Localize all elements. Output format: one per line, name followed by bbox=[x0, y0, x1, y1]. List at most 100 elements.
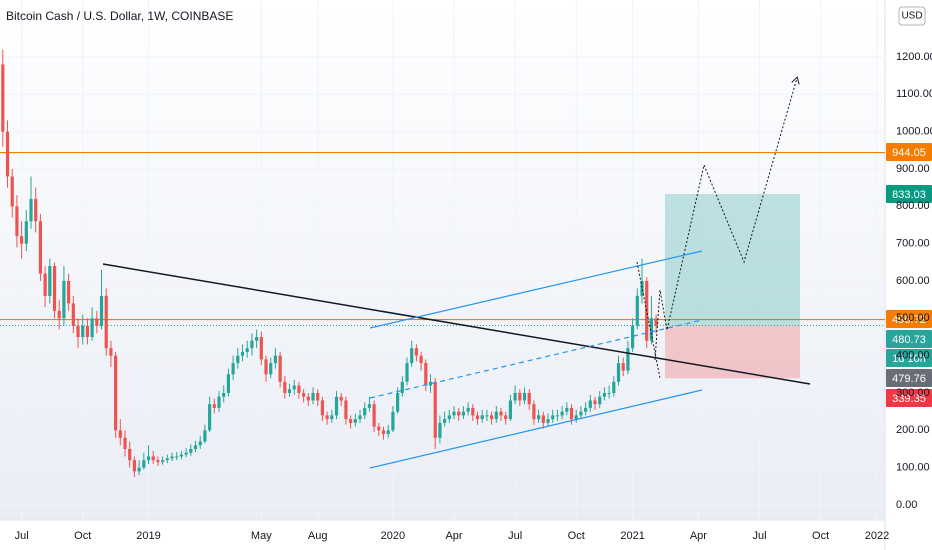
candle-body bbox=[306, 396, 310, 401]
candle-body bbox=[546, 419, 550, 423]
candle-body bbox=[334, 396, 339, 416]
candle-body bbox=[198, 441, 202, 446]
y-tick-label: 600.00 bbox=[896, 275, 930, 287]
x-tick-label: Jul bbox=[752, 530, 766, 542]
candle-body bbox=[522, 392, 527, 401]
candle-body bbox=[48, 266, 52, 296]
candle-body bbox=[541, 415, 545, 423]
candle-body bbox=[349, 419, 353, 423]
candle-body bbox=[104, 295, 108, 349]
candle-body bbox=[649, 318, 654, 341]
currency[interactable]: USD bbox=[901, 11, 922, 22]
candle-body bbox=[428, 381, 433, 386]
candle-body bbox=[367, 404, 372, 408]
candle-body bbox=[584, 407, 588, 412]
candle-body bbox=[240, 351, 245, 356]
candle-body bbox=[330, 415, 334, 420]
candle-body bbox=[316, 392, 320, 401]
candle-body bbox=[85, 325, 90, 337]
price-label: 479.76 bbox=[892, 373, 926, 385]
candle-body bbox=[447, 415, 451, 420]
candle-body bbox=[616, 363, 621, 382]
candle-body bbox=[90, 318, 94, 337]
price-label: 480.73 bbox=[892, 334, 926, 346]
candle-body bbox=[452, 411, 456, 416]
candle-body bbox=[203, 430, 207, 442]
x-tick-label: 2022 bbox=[865, 530, 889, 542]
x-tick-label: 2021 bbox=[620, 530, 644, 542]
candle-body bbox=[654, 318, 658, 326]
candle-body bbox=[424, 363, 428, 386]
candle-body bbox=[508, 400, 513, 420]
candle-body bbox=[118, 430, 122, 438]
candle-body bbox=[635, 295, 639, 326]
candle-body bbox=[297, 385, 301, 393]
candle-body bbox=[457, 411, 461, 416]
candle-body bbox=[391, 411, 395, 431]
candle-body bbox=[38, 221, 43, 274]
candle-body bbox=[471, 407, 475, 416]
candle-body bbox=[490, 415, 494, 420]
candle-body bbox=[156, 460, 160, 463]
candle-body bbox=[499, 411, 503, 416]
candle-body bbox=[212, 404, 216, 408]
candle-body bbox=[184, 452, 188, 455]
candle-body bbox=[400, 381, 404, 393]
x-tick-label: Apr bbox=[690, 530, 707, 542]
candle-body bbox=[273, 355, 278, 364]
price-label-box bbox=[886, 369, 932, 387]
candle-body bbox=[443, 419, 447, 423]
candle-body bbox=[29, 198, 33, 222]
price-label-box bbox=[886, 389, 932, 407]
price-label-box bbox=[886, 310, 932, 328]
candle-body bbox=[537, 415, 541, 420]
candle-body bbox=[494, 411, 498, 420]
candle-body bbox=[287, 389, 292, 393]
candle-body bbox=[20, 236, 24, 244]
y-tick-label: 100.00 bbox=[896, 462, 930, 474]
candle-body bbox=[95, 318, 99, 326]
candle-body bbox=[5, 131, 10, 177]
price-label-box bbox=[886, 349, 932, 367]
y-tick-label: 1100.00 bbox=[896, 88, 932, 100]
candle-body bbox=[278, 355, 282, 382]
x-tick-label: Apr bbox=[445, 530, 462, 542]
candle-body bbox=[81, 325, 85, 337]
price-label-box bbox=[886, 330, 932, 348]
candle-body bbox=[292, 385, 296, 390]
candle-body bbox=[283, 381, 287, 393]
candle-body bbox=[250, 340, 254, 349]
candle-body bbox=[208, 404, 212, 431]
candle-body bbox=[344, 400, 348, 420]
candle-body bbox=[353, 419, 357, 423]
candle-body bbox=[67, 280, 71, 304]
candle-body bbox=[607, 392, 611, 394]
candle-body bbox=[621, 363, 625, 371]
candle-body bbox=[137, 467, 141, 472]
x-tick-label: 2020 bbox=[381, 530, 405, 542]
candle-body bbox=[363, 407, 367, 416]
candle-body bbox=[222, 392, 226, 397]
x-tick-label: Jul bbox=[15, 530, 29, 542]
y-tick-label: 200.00 bbox=[896, 424, 930, 436]
candle-body bbox=[513, 392, 517, 401]
candle-body bbox=[433, 381, 437, 438]
candle-body bbox=[259, 336, 263, 360]
y-tick-label: 1000.00 bbox=[896, 126, 932, 138]
x-tick-label: Aug bbox=[308, 530, 328, 542]
candle-body bbox=[128, 448, 132, 461]
currency-button[interactable] bbox=[898, 6, 926, 26]
x-tick-label: Oct bbox=[812, 530, 829, 542]
y-tick-label: 700.00 bbox=[896, 238, 930, 250]
y-tick-label: 800.00 bbox=[896, 200, 930, 212]
candle-body bbox=[461, 411, 466, 416]
channel-middle bbox=[369, 319, 703, 399]
price-label-box bbox=[886, 185, 932, 203]
candle-body bbox=[52, 266, 57, 311]
candle-body bbox=[480, 415, 484, 420]
y-tick-label: 900.00 bbox=[896, 163, 930, 175]
candle-body bbox=[372, 404, 376, 427]
candle-body bbox=[405, 363, 409, 382]
candle-body bbox=[518, 392, 522, 401]
